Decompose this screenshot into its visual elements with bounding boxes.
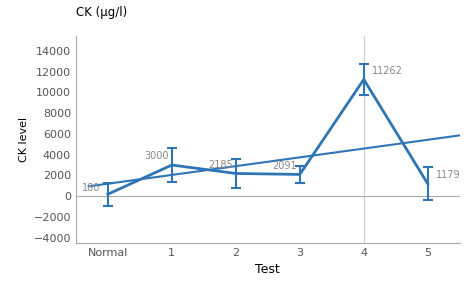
X-axis label: Test: Test: [255, 263, 280, 276]
Text: 180: 180: [82, 183, 100, 193]
Text: 2091: 2091: [272, 161, 297, 171]
Text: CK (µg/l): CK (µg/l): [76, 6, 127, 19]
Y-axis label: CK level: CK level: [19, 117, 29, 162]
Text: 2185: 2185: [208, 160, 233, 170]
Text: 11262: 11262: [372, 66, 402, 76]
Text: 3000: 3000: [144, 151, 169, 161]
Text: 1179: 1179: [436, 170, 460, 180]
